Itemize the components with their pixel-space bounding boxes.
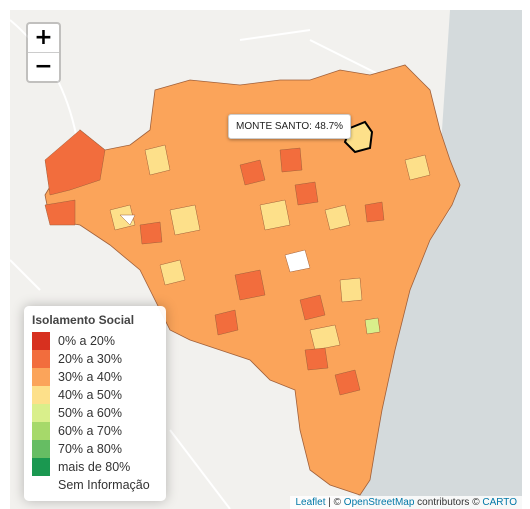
municipality-no-data xyxy=(284,249,311,273)
legend-swatch xyxy=(32,368,50,386)
municipality xyxy=(44,199,76,226)
municipality xyxy=(324,204,351,231)
legend-item: 40% a 50% xyxy=(32,386,158,404)
zoom-in-button[interactable]: + xyxy=(34,25,53,50)
municipality xyxy=(364,201,385,223)
municipality xyxy=(279,147,303,173)
carto-link[interactable]: CARTO xyxy=(482,497,517,508)
monte-santo-highlight xyxy=(343,120,374,154)
legend-swatch xyxy=(32,422,50,440)
legend-label: 0% a 20% xyxy=(58,334,115,348)
road-line xyxy=(10,259,41,291)
legend-label: 50% a 60% xyxy=(58,406,122,420)
municipality xyxy=(214,309,239,336)
legend: Isolamento Social 0% a 20% 20% a 30% 30%… xyxy=(24,306,166,501)
municipality xyxy=(239,159,266,186)
legend-label: mais de 80% xyxy=(58,460,131,474)
municipality xyxy=(159,259,186,286)
legend-swatch xyxy=(32,476,50,494)
legend-item: mais de 80% xyxy=(32,458,158,476)
municipality xyxy=(144,144,171,176)
legend-item: 50% a 60% xyxy=(32,404,158,422)
municipality xyxy=(334,369,361,396)
legend-swatch xyxy=(32,440,50,458)
legend-item: Sem Informação xyxy=(32,476,158,494)
leaflet-link[interactable]: Leaflet xyxy=(295,497,326,508)
zoom-control: + − xyxy=(26,22,61,83)
zoom-out-button[interactable]: − xyxy=(28,52,59,81)
legend-label: Sem Informação xyxy=(58,478,150,492)
municipality-no-data xyxy=(119,214,136,226)
legend-label: 70% a 80% xyxy=(58,442,122,456)
legend-item: 70% a 80% xyxy=(32,440,158,458)
municipality-tooltip: MONTE SANTO: 48.7% xyxy=(228,114,352,139)
legend-swatch xyxy=(32,332,50,350)
road-line xyxy=(169,429,231,509)
municipality xyxy=(364,317,381,335)
municipality xyxy=(294,181,319,206)
municipality-west xyxy=(44,129,106,196)
legend-title: Isolamento Social xyxy=(32,313,135,327)
legend-label: 60% a 70% xyxy=(58,424,122,438)
openstreetmap-link[interactable]: OpenStreetMap xyxy=(343,497,415,508)
legend-item: 60% a 70% xyxy=(32,422,158,440)
attribution-text: contributors © xyxy=(414,497,483,508)
attribution-separator: | © xyxy=(325,497,344,508)
legend-swatch xyxy=(32,386,50,404)
legend-swatch xyxy=(32,350,50,368)
ocean xyxy=(355,10,522,509)
legend-label: 30% a 40% xyxy=(58,370,122,384)
legend-swatch xyxy=(32,458,50,476)
attribution: Leaflet | © OpenStreetMap contributors ©… xyxy=(290,496,522,509)
basemap xyxy=(10,10,522,509)
municipality xyxy=(259,199,291,231)
municipality xyxy=(309,324,341,351)
municipality xyxy=(299,294,326,321)
legend-label: 40% a 50% xyxy=(58,388,122,402)
road-line xyxy=(239,29,311,41)
legend-item: 0% a 20% xyxy=(32,332,158,350)
legend-item: 30% a 40% xyxy=(32,368,158,386)
municipality xyxy=(234,269,266,301)
municipality xyxy=(139,221,163,245)
legend-item: 20% a 30% xyxy=(32,350,158,368)
legend-swatch xyxy=(32,404,50,422)
legend-label: 20% a 30% xyxy=(58,352,122,366)
municipality xyxy=(169,204,201,236)
municipality xyxy=(339,277,363,303)
municipality xyxy=(304,347,329,371)
municipality xyxy=(404,154,431,181)
map-container[interactable]: + − MONTE SANTO: 48.7% Isolamento Social… xyxy=(10,10,522,509)
